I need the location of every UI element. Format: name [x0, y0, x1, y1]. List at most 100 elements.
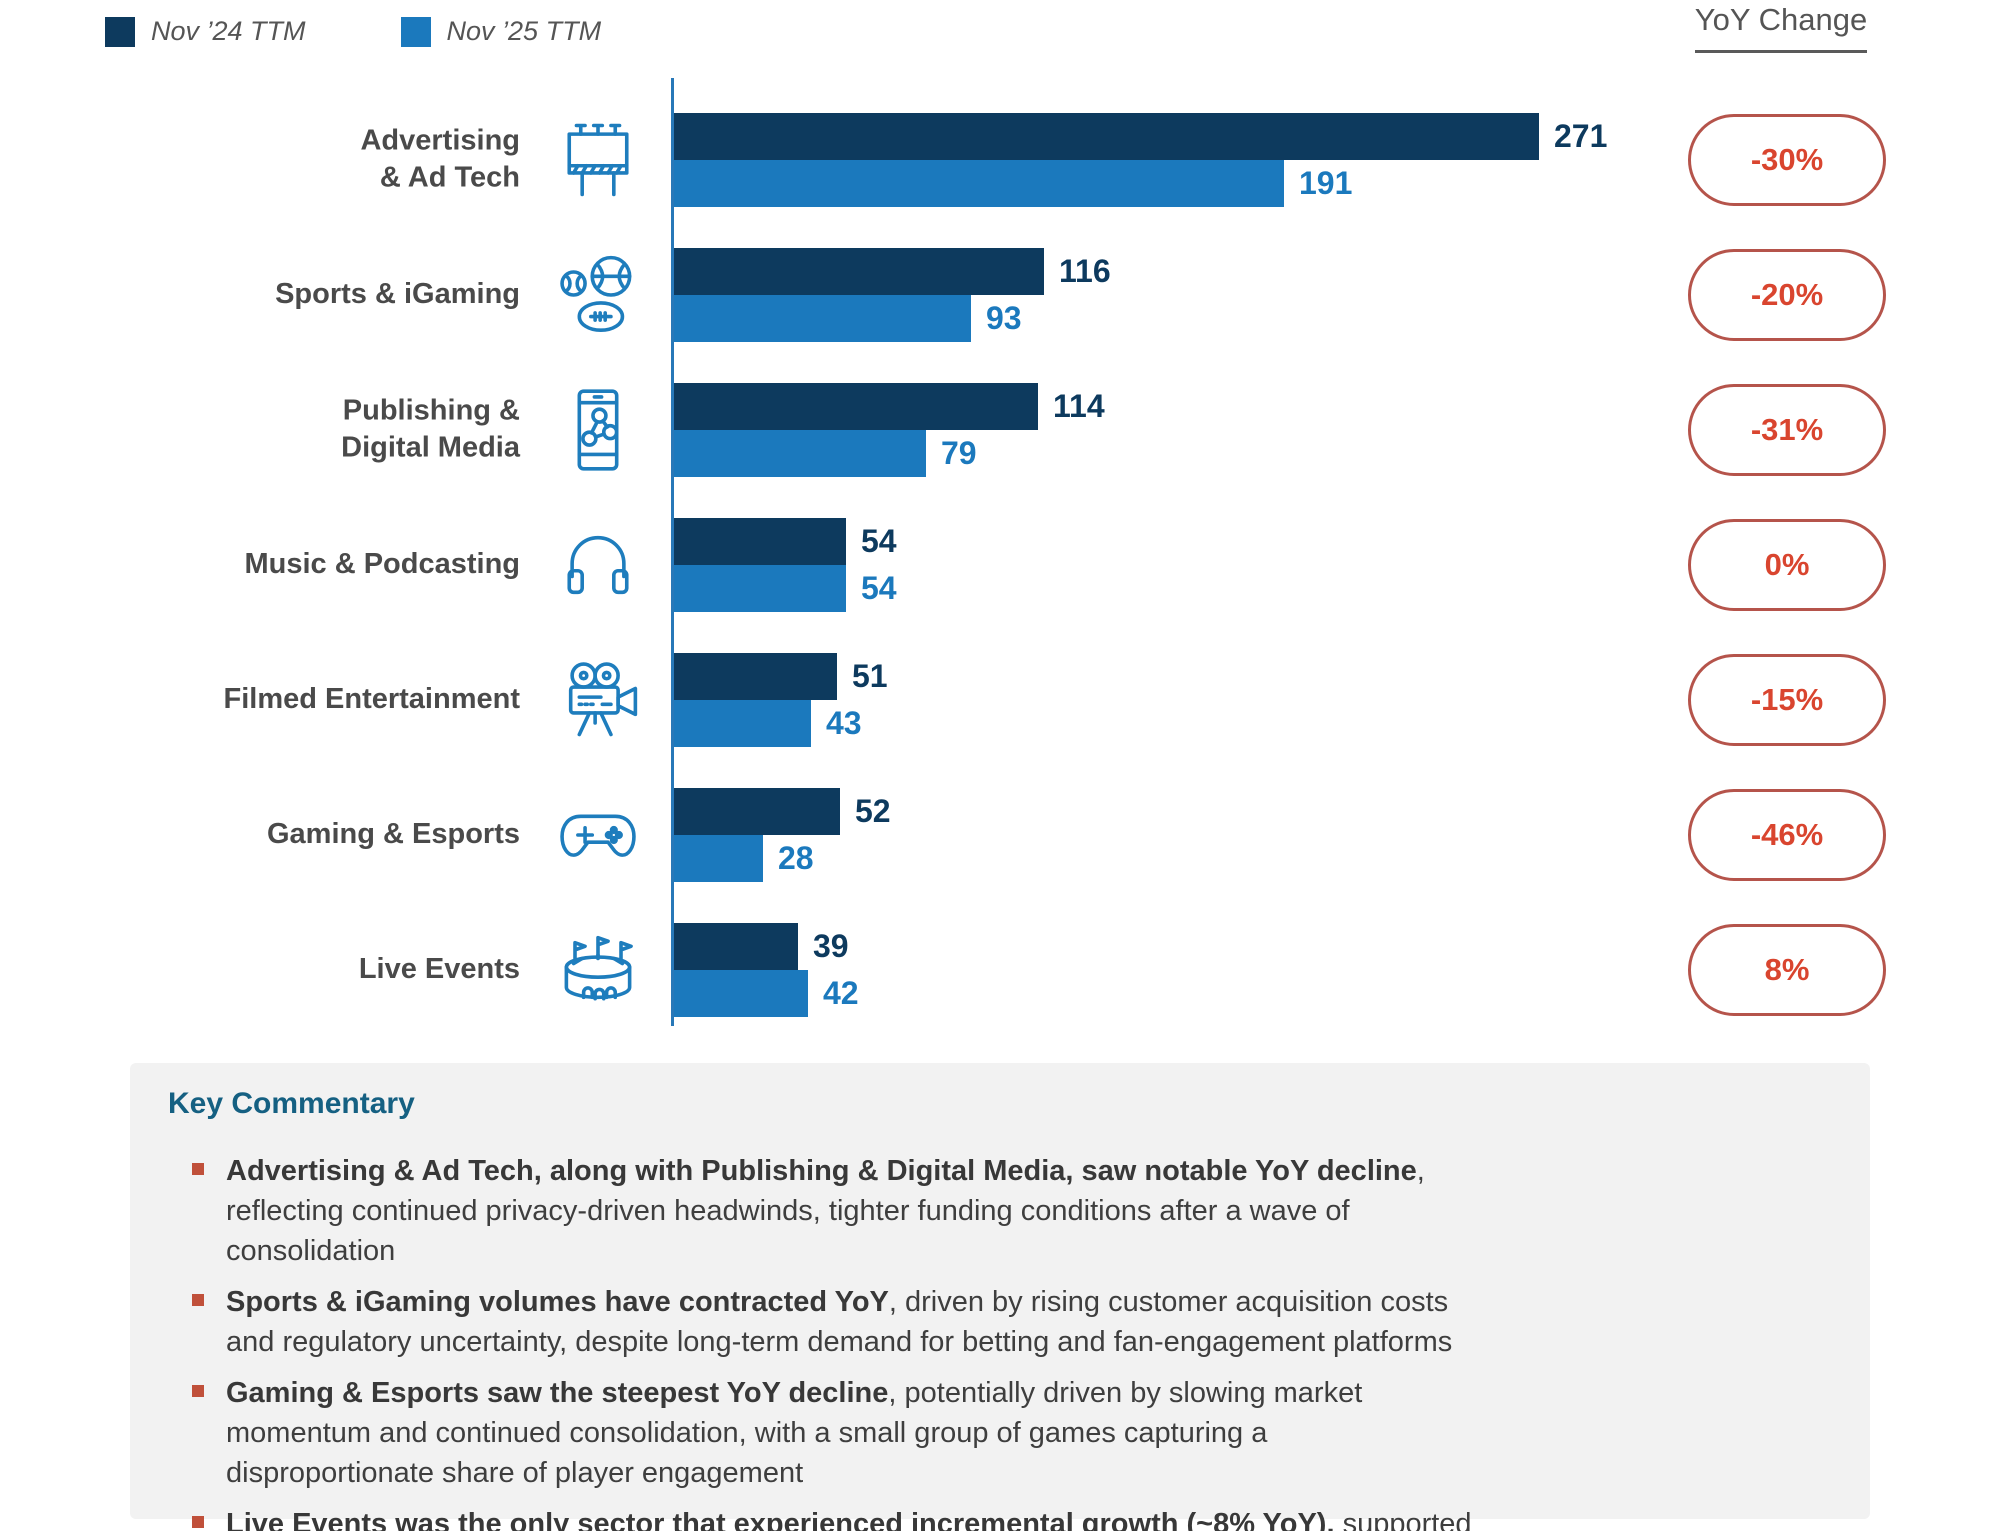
- bar-nov25: [674, 564, 846, 612]
- legend-item-nov24: Nov ’24 TTM: [105, 16, 306, 47]
- yoy-change-badge: -31%: [1688, 383, 1886, 476]
- category-label: Music & Podcasting: [244, 547, 520, 580]
- category-label: Filmed Entertainment: [223, 682, 521, 715]
- value-label-nov25: 79: [941, 434, 977, 471]
- bar-nov24: [674, 247, 1044, 295]
- yoy-change-underline: [1695, 50, 1867, 53]
- yoy-change-title: YoY Change: [1694, 2, 1868, 37]
- bar-nov24: [674, 787, 840, 835]
- bar-nov24: [674, 922, 798, 970]
- bullet-bold-text: Sports & iGaming volumes have contracted…: [226, 1286, 889, 1319]
- chart-row: Sports & iGaming 116 93 -20%: [0, 227, 2000, 362]
- bullet-bold-text: Live Events was the only sector that exp…: [226, 1508, 1335, 1531]
- chart-row: Filmed Entertainment 51 43 -15%: [0, 632, 2000, 767]
- value-label-nov25: 191: [1299, 164, 1353, 201]
- bar-nov24: [674, 517, 846, 565]
- value-label-nov25: 42: [823, 974, 859, 1011]
- value-label-nov25: 28: [778, 839, 814, 876]
- commentary-bullet: Sports & iGaming volumes have contracted…: [192, 1282, 1476, 1362]
- bar-nov25: [674, 699, 811, 747]
- bar-nov24: [674, 382, 1038, 430]
- bullet-bold-text: Gaming & Esports saw the steepest YoY de…: [226, 1377, 889, 1410]
- legend-swatch-nov24: [105, 16, 135, 47]
- yoy-change-badge: -30%: [1688, 113, 1886, 206]
- value-label-nov24: 54: [861, 522, 897, 559]
- bullet-bold-text: Advertising & Ad Tech, along with Publis…: [226, 1155, 1417, 1187]
- bullet-regular-text: , driven by rising customer acquisition …: [226, 1286, 1453, 1359]
- value-label-nov24: 52: [855, 792, 891, 829]
- film-camera-icon: [552, 654, 644, 746]
- bullet-regular-text: , reflecting continued privacy-driven he…: [226, 1155, 1425, 1268]
- bar-pair: 39 42: [674, 922, 859, 1017]
- category-label: Gaming & Esports: [267, 817, 520, 850]
- bar-nov25: [674, 159, 1284, 207]
- legend: Nov ’24 TTM Nov ’25 TTM: [105, 16, 601, 47]
- yoy-change-value: -30%: [1750, 141, 1824, 177]
- yoy-change-value: -31%: [1750, 411, 1824, 447]
- bar-nov24: [674, 112, 1539, 160]
- commentary-bullet: Advertising & Ad Tech, along with Publis…: [192, 1151, 1476, 1271]
- value-label-nov25: 43: [826, 704, 862, 741]
- game-controller-icon: [552, 789, 644, 881]
- billboard-icon: [552, 114, 644, 206]
- value-label-nov24: 116: [1059, 252, 1111, 289]
- chart-row: Live Events 39 42 8%: [0, 902, 2000, 1037]
- category-label: Advertising & Ad Tech: [360, 123, 520, 194]
- yoy-change-badge: 0%: [1688, 518, 1886, 611]
- value-label-nov24: 271: [1554, 117, 1608, 154]
- legend-label-nov24: Nov ’24 TTM: [151, 16, 306, 46]
- bullet-square-icon: [192, 1294, 204, 1307]
- category-label: Publishing & Digital Media: [341, 393, 520, 464]
- chart-row: Advertising & Ad Tech 271 191 -30%: [0, 92, 2000, 227]
- value-label-nov24: 39: [813, 927, 849, 964]
- yoy-change-header: YoY Change: [1676, 2, 1886, 53]
- stadium-icon: [552, 924, 644, 1016]
- bar-pair: 271 191: [674, 112, 1608, 207]
- bar-pair: 54 54: [674, 517, 897, 612]
- bar-pair: 51 43: [674, 652, 888, 747]
- yoy-change-badge: -20%: [1688, 248, 1886, 341]
- key-commentary-title: Key Commentary: [168, 1087, 415, 1120]
- commentary-bullet: Gaming & Esports saw the steepest YoY de…: [192, 1373, 1476, 1493]
- bullet-regular-text: supported by strong consumer demand for …: [1342, 1508, 1472, 1531]
- bar-nov25: [674, 429, 926, 477]
- yoy-change-value: -20%: [1750, 276, 1824, 312]
- yoy-change-value: 8%: [1764, 951, 1810, 987]
- chart-row: Gaming & Esports 52 28 -46%: [0, 767, 2000, 902]
- key-commentary-panel: Key Commentary Advertising & Ad Tech, al…: [130, 1063, 1870, 1531]
- category-label: Live Events: [358, 952, 520, 985]
- bar-nov25: [674, 834, 763, 882]
- yoy-change-value: 0%: [1764, 546, 1810, 582]
- yoy-change-badge: -46%: [1688, 788, 1886, 881]
- bar-pair: 114 79: [674, 382, 1105, 477]
- bar-nov24: [674, 652, 837, 700]
- value-label-nov25: 93: [986, 299, 1022, 336]
- yoy-change-value: -46%: [1750, 816, 1824, 852]
- bar-pair: 116 93: [674, 247, 1111, 342]
- yoy-change-badge: -15%: [1688, 653, 1886, 746]
- chart-y-axis-line: [671, 78, 674, 1026]
- value-label-nov24: 51: [852, 657, 888, 694]
- chart-row: Music & Podcasting 54 54 0%: [0, 497, 2000, 632]
- commentary-bullet-list: Advertising & Ad Tech, along with Publis…: [168, 1151, 1832, 1531]
- chart-rows: Advertising & Ad Tech 271 191 -30% Sport…: [0, 92, 2000, 1037]
- legend-item-nov25: Nov ’25 TTM: [400, 16, 602, 47]
- yoy-change-value: -15%: [1750, 681, 1824, 717]
- bar-nov25: [674, 294, 971, 342]
- headphones-icon: [552, 519, 644, 611]
- legend-label-nov25: Nov ’25 TTM: [446, 16, 602, 46]
- bar-nov25: [674, 969, 808, 1017]
- bullet-square-icon: [192, 1385, 204, 1398]
- bullet-square-icon: [192, 1516, 204, 1529]
- sports-balls-icon: [552, 249, 644, 341]
- value-label-nov25: 54: [861, 569, 897, 606]
- chart-row: Publishing & Digital Media 114 79 -31%: [0, 362, 2000, 497]
- legend-swatch-nov25: [400, 16, 431, 47]
- bullet-regular-text: , potentially driven by slowing market m…: [226, 1377, 1363, 1490]
- bar-pair: 52 28: [674, 787, 891, 882]
- yoy-change-badge: 8%: [1688, 923, 1886, 1016]
- commentary-bullet: Live Events was the only sector that exp…: [192, 1504, 1476, 1531]
- bullet-square-icon: [192, 1163, 204, 1175]
- phone-share-icon: [552, 384, 644, 476]
